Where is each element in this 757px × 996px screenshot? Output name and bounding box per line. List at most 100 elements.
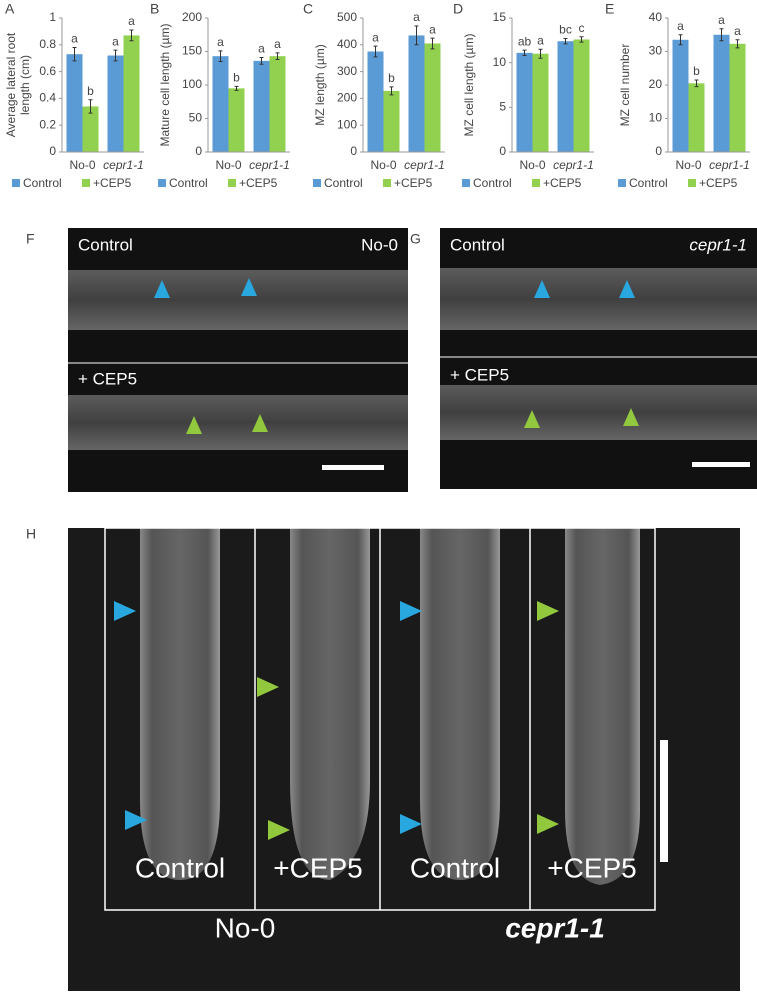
label: Control bbox=[450, 235, 505, 254]
legend-label: Control bbox=[629, 176, 668, 190]
panel-letter: E bbox=[605, 1, 614, 17]
significance-letter: bc bbox=[559, 23, 572, 37]
label: + CEP5 bbox=[78, 369, 137, 388]
legend-swatch bbox=[82, 179, 90, 187]
y-tick-label: 0 bbox=[350, 144, 357, 158]
legend-swatch bbox=[12, 179, 20, 187]
root bbox=[565, 528, 640, 885]
x-tick-label: cepr1-1 bbox=[553, 158, 594, 172]
y-tick-label: 10 bbox=[493, 55, 507, 69]
x-tick-label: No-0 bbox=[519, 158, 545, 172]
error-bar bbox=[579, 36, 584, 43]
error-bar bbox=[275, 52, 280, 61]
significance-letter: b bbox=[388, 71, 395, 85]
column-label: Control bbox=[410, 852, 500, 883]
label: Control bbox=[78, 235, 133, 254]
root bbox=[140, 528, 220, 880]
arrowhead bbox=[524, 410, 540, 428]
bar bbox=[729, 43, 746, 152]
significance-letter: ab bbox=[518, 34, 532, 48]
legend-label: Control bbox=[473, 176, 512, 190]
legend-label: Control bbox=[169, 176, 208, 190]
bar bbox=[107, 55, 124, 152]
column-label: Control bbox=[135, 852, 225, 883]
root bbox=[420, 528, 500, 880]
error-bar bbox=[538, 48, 543, 59]
root bbox=[440, 385, 757, 440]
significance-letter: a bbox=[372, 30, 379, 44]
bar bbox=[573, 39, 590, 152]
column-label: +CEP5 bbox=[547, 852, 637, 883]
y-axis-label: MZ cell number bbox=[618, 44, 632, 127]
y-tick-label: 100 bbox=[182, 77, 202, 91]
y-tick-label: 5 bbox=[499, 100, 506, 114]
error-bar bbox=[113, 49, 118, 62]
x-tick-label: cepr1-1 bbox=[103, 158, 144, 172]
label: cepr1-1 bbox=[689, 235, 747, 254]
y-axis-label: Average lateral root bbox=[4, 32, 18, 137]
x-tick-label: No-0 bbox=[675, 158, 701, 172]
arrowhead bbox=[252, 414, 268, 432]
genotype-label: No-0 bbox=[215, 912, 276, 943]
bar bbox=[713, 34, 730, 152]
error-bar bbox=[719, 28, 724, 42]
y-tick-label: 30 bbox=[649, 44, 663, 58]
y-tick-label: 1 bbox=[49, 10, 56, 24]
significance-letter: a bbox=[112, 34, 119, 48]
bar bbox=[532, 53, 549, 152]
arrowhead bbox=[537, 814, 559, 834]
arrowhead bbox=[400, 601, 422, 621]
significance-letter: b bbox=[87, 84, 94, 98]
arrowhead bbox=[268, 820, 290, 840]
significance-letter: a bbox=[413, 10, 420, 24]
root bbox=[68, 270, 408, 330]
legend-swatch bbox=[462, 179, 470, 187]
y-tick-label: 0.4 bbox=[39, 91, 56, 105]
panel-letter: C bbox=[303, 1, 313, 17]
y-tick-label: 100 bbox=[337, 117, 357, 131]
bar bbox=[269, 56, 286, 152]
scale-bar bbox=[692, 462, 750, 467]
legend-swatch bbox=[313, 179, 321, 187]
significance-letter: a bbox=[71, 32, 78, 46]
error-bar bbox=[72, 46, 77, 62]
legend-label: +CEP5 bbox=[239, 176, 278, 190]
x-tick-label: cepr1-1 bbox=[249, 158, 290, 172]
legend-swatch bbox=[618, 179, 626, 187]
panel-letter: D bbox=[453, 1, 463, 17]
legend-swatch bbox=[383, 179, 391, 187]
arrowhead bbox=[400, 814, 422, 834]
error-bar bbox=[522, 49, 527, 57]
arrowhead bbox=[241, 278, 257, 296]
column-label: +CEP5 bbox=[273, 852, 363, 883]
bar bbox=[253, 60, 270, 152]
y-tick-label: 500 bbox=[337, 10, 357, 24]
y-tick-label: 0.6 bbox=[39, 64, 56, 78]
arrowhead bbox=[186, 416, 202, 434]
label: + CEP5 bbox=[450, 365, 509, 384]
legend-swatch bbox=[158, 179, 166, 187]
x-tick-label: No-0 bbox=[370, 158, 396, 172]
y-tick-label: 0 bbox=[655, 144, 662, 158]
micrograph bbox=[68, 228, 408, 492]
arrowhead bbox=[125, 810, 147, 830]
micrograph bbox=[440, 228, 757, 489]
y-tick-label: 20 bbox=[649, 77, 663, 91]
legend-label: +CEP5 bbox=[93, 176, 132, 190]
error-bar bbox=[88, 99, 93, 114]
error-bar bbox=[414, 25, 419, 46]
error-bar bbox=[563, 38, 568, 45]
significance-letter: a bbox=[677, 19, 684, 33]
error-bar bbox=[678, 34, 683, 46]
arrowhead bbox=[619, 280, 635, 298]
root bbox=[290, 528, 370, 880]
legend-label: +CEP5 bbox=[543, 176, 582, 190]
significance-letter: a bbox=[128, 14, 135, 28]
panel-letter: G bbox=[410, 231, 421, 247]
error-bar bbox=[389, 86, 394, 96]
panel-letter: F bbox=[26, 231, 35, 247]
error-bar bbox=[234, 85, 239, 91]
bar bbox=[557, 41, 574, 152]
error-bar bbox=[218, 50, 223, 63]
y-tick-label: 50 bbox=[189, 111, 203, 125]
